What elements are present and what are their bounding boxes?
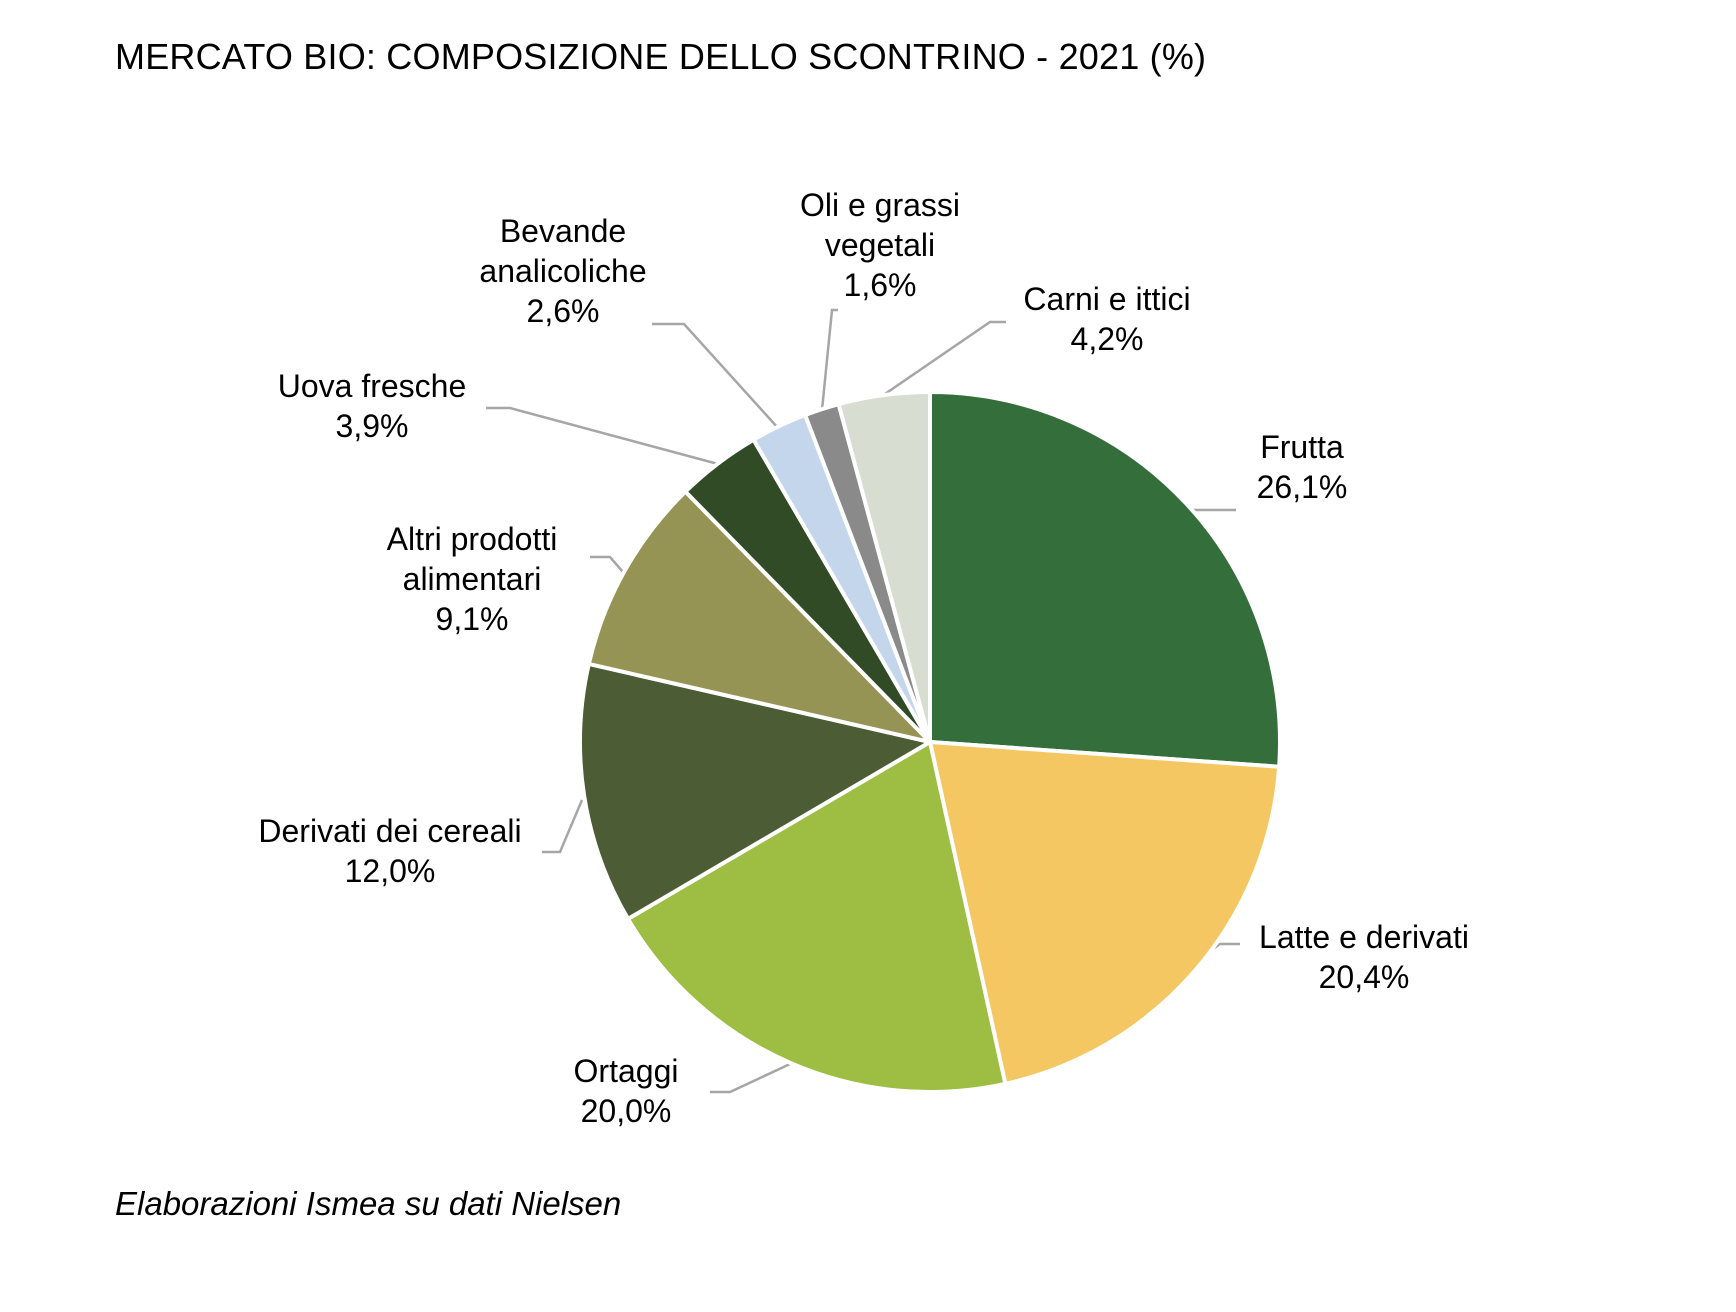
pie-slice-carni-e-ittici	[836, 390, 932, 744]
pie-slices	[578, 390, 1282, 1094]
leader-line-oli-e-grassi-vegetali	[820, 308, 838, 411]
chart-title: MERCATO BIO: COMPOSIZIONE DELLO SCONTRIN…	[115, 36, 1207, 77]
slice-label-oli-e-grassi-vegetali: Oli e grassi vegetali 1,6%	[800, 187, 960, 303]
slice-label-derivati-dei-cereali: Derivati dei cereali 12,0%	[258, 813, 521, 889]
leader-line-derivati-dei-cereali	[542, 799, 584, 854]
leader-line-uova-fresche	[486, 406, 719, 466]
slice-label-carni-e-ittici: Carni e ittici 4,2%	[1023, 281, 1190, 357]
source-note: Elaborazioni Ismea su dati Nielsen	[115, 1185, 622, 1222]
leader-line-altri-prodotti-alimentari	[590, 555, 624, 573]
slice-label-ortaggi: Ortaggi 20,0%	[574, 1053, 679, 1129]
leader-line-carni-e-ittici	[881, 320, 1006, 398]
pie-slice-derivati-dei-cereali	[578, 661, 932, 921]
slice-labels: Frutta 26,1% Latte e derivati 20,4% Ortaggi 2…	[258, 187, 1469, 1129]
pie-slice-altri-prodotti-alimentari	[586, 489, 932, 744]
leader-line-bevande-analicoliche	[652, 322, 779, 429]
pie-slice-frutta	[928, 390, 1282, 769]
slice-label-latte-e-derivati: Latte e derivati 20,4%	[1259, 919, 1469, 995]
slice-label-bevande-analicoliche: Bevande analicoliche 2,6%	[479, 213, 646, 329]
leader-lines	[486, 308, 1240, 1094]
slice-label-uova-fresche: Uova fresche 3,9%	[278, 368, 467, 444]
slice-label-altri-prodotti-alimentari: Altri prodotti alimentari 9,1%	[387, 521, 558, 637]
pie-slice-latte-e-derivati	[928, 740, 1282, 1086]
leader-line-ortaggi	[710, 1062, 791, 1094]
pie-slice-ortaggi	[626, 740, 1008, 1094]
slice-label-frutta: Frutta 26,1%	[1257, 429, 1348, 505]
